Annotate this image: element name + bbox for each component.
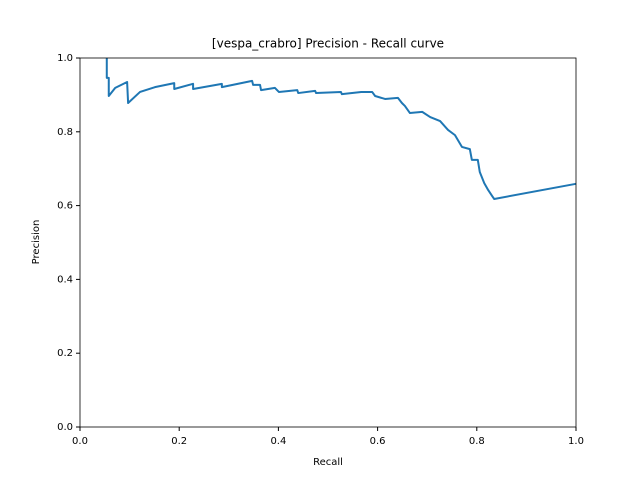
chart-title: [vespa_crabro] Precision - Recall curve xyxy=(212,37,444,51)
y-tick-label: 0.2 xyxy=(57,348,73,359)
y-tick-label: 1.0 xyxy=(57,53,73,64)
y-axis-label: Precision xyxy=(31,220,42,265)
y-tick-label: 0.8 xyxy=(57,127,73,138)
x-tick-label: 1.0 xyxy=(568,436,584,447)
y-tick-label: 0.4 xyxy=(57,274,73,285)
x-tick-label: 0.6 xyxy=(370,436,386,447)
x-tick-label: 0.8 xyxy=(469,436,485,447)
plot-frame xyxy=(79,57,577,428)
y-tick-label: 0.0 xyxy=(57,422,73,433)
pr-curve xyxy=(105,58,577,200)
x-tick-label: 0.2 xyxy=(171,436,187,447)
x-axis-label: Recall xyxy=(313,457,343,468)
x-tick-label: 0.4 xyxy=(270,436,286,447)
y-tick-label: 0.6 xyxy=(57,201,73,212)
x-tick-label: 0.0 xyxy=(72,436,88,447)
